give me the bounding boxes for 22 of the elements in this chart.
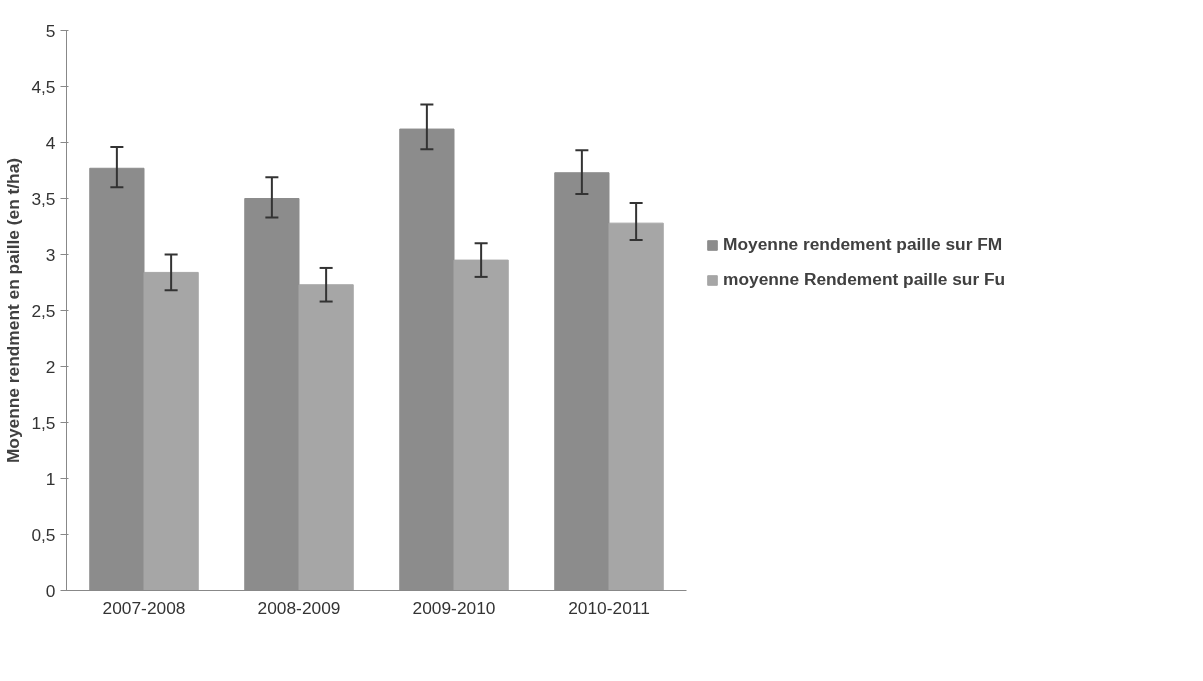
y-tick-label: 0 xyxy=(45,580,56,601)
y-tick-label: 0,5 xyxy=(31,524,56,545)
y-tick-label: 4,5 xyxy=(31,76,56,97)
y-tick-label: 4 xyxy=(45,132,56,153)
y-tick-label: 1 xyxy=(45,468,56,489)
bar xyxy=(608,222,664,591)
legend-label: moyenne Rendement paille sur Fu xyxy=(723,269,1006,290)
y-tick-label: 5 xyxy=(45,20,56,41)
y-tick-label: 3,5 xyxy=(31,188,56,209)
y-tick-label: 2,5 xyxy=(31,300,56,321)
y-tick-label: 2 xyxy=(45,356,56,377)
bar xyxy=(143,271,199,591)
bar xyxy=(298,284,354,591)
x-tick-label: 2008-2009 xyxy=(257,597,341,618)
legend-label: Moyenne rendement paille sur FM xyxy=(723,234,1003,255)
x-tick-label: 2007-2008 xyxy=(102,597,186,618)
bar xyxy=(453,259,509,591)
x-tick-label: 2010-2011 xyxy=(568,597,650,618)
x-tick-label: 2009-2010 xyxy=(412,597,496,618)
y-tick-label: 3 xyxy=(45,244,56,265)
y-axis-title: Moyenne rendment en paille (en t/ha) xyxy=(3,157,24,464)
y-tick-label: 1,5 xyxy=(31,412,56,433)
